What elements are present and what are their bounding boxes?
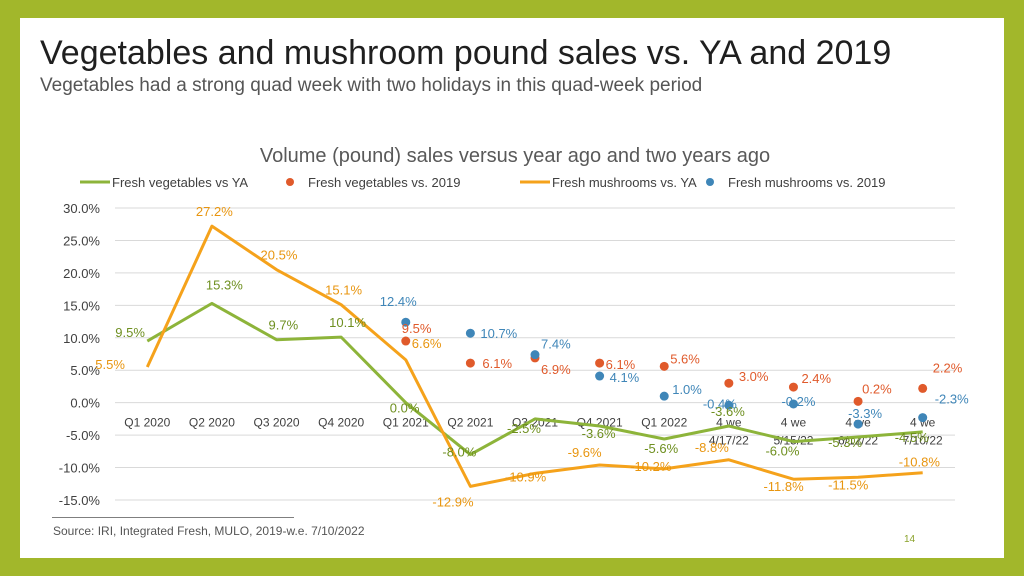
data-label: 10.7% xyxy=(480,326,517,341)
data-point xyxy=(595,371,605,381)
legend-label: Fresh vegetables vs YA xyxy=(112,175,248,190)
data-point xyxy=(788,399,798,409)
data-label: 6.6% xyxy=(412,336,442,351)
data-label: 9.5% xyxy=(402,321,432,336)
data-label: -0.4% xyxy=(703,396,737,411)
y-tick-label: 25.0% xyxy=(63,233,100,248)
data-label: -4.5% xyxy=(895,430,929,445)
data-label: 6.1% xyxy=(482,356,512,371)
page-number: 14 xyxy=(904,534,916,545)
data-point xyxy=(853,419,863,429)
data-point xyxy=(659,391,669,401)
data-label: 7.4% xyxy=(541,337,571,352)
slide-title: Vegetables and mushroom pound sales vs. … xyxy=(40,34,892,72)
data-label: 4.1% xyxy=(610,370,640,385)
data-point xyxy=(401,336,411,346)
data-label: -3.3% xyxy=(848,406,882,421)
data-point xyxy=(530,350,540,360)
data-label: -9.6% xyxy=(568,445,602,460)
data-point xyxy=(918,383,928,393)
data-label: 15.1% xyxy=(325,283,362,298)
y-tick-label: 30.0% xyxy=(63,201,100,216)
series-line xyxy=(146,301,923,457)
data-label: 27.2% xyxy=(196,204,233,219)
x-tick-label: 7/10/22 xyxy=(903,434,943,448)
source-note: Source: IRI, Integrated Fresh, MULO, 201… xyxy=(53,524,365,538)
data-label: 12.4% xyxy=(380,294,417,309)
x-tick-label: Q1 2022 xyxy=(641,416,687,430)
data-label: 2.2% xyxy=(933,360,963,375)
data-point xyxy=(465,358,475,368)
x-tick-label: Q1 2020 xyxy=(124,416,170,430)
x-tick-label: 4/17/22 xyxy=(709,434,749,448)
series-line xyxy=(145,224,923,488)
data-label: 0.2% xyxy=(862,381,892,396)
data-label: 9.7% xyxy=(269,318,299,333)
y-tick-label: 15.0% xyxy=(63,298,100,313)
data-label: -3.6% xyxy=(582,426,616,441)
data-label: -5.6% xyxy=(644,441,678,456)
slide-subtitle: Vegetables had a strong quad week with t… xyxy=(40,75,703,96)
x-tick-label: 4 we xyxy=(781,416,807,430)
data-point xyxy=(724,400,734,410)
y-tick-label: -5.0% xyxy=(66,428,100,443)
legend-dot-swatch xyxy=(286,178,294,186)
data-label: 15.3% xyxy=(206,277,243,292)
data-label: -10.8% xyxy=(899,455,941,470)
data-label: -8.0% xyxy=(442,445,476,460)
data-label: -2.3% xyxy=(935,392,969,407)
slide: Vegetables and mushroom pound sales vs. … xyxy=(20,18,1004,558)
data-label: -3.6% xyxy=(711,404,745,419)
y-tick-label: -15.0% xyxy=(59,493,101,508)
data-point xyxy=(595,358,605,368)
chart-title: Volume (pound) sales versus year ago and… xyxy=(260,145,770,167)
data-label: -6.0% xyxy=(765,444,799,459)
legend-dot-swatch xyxy=(706,178,714,186)
data-point xyxy=(788,382,798,392)
data-label: 9.5% xyxy=(115,325,145,340)
footer-divider xyxy=(52,517,294,518)
data-label: 0.0% xyxy=(390,401,420,416)
data-label: -12.9% xyxy=(432,494,474,509)
x-tick-label: Q2 2021 xyxy=(447,416,493,430)
data-label: 5.6% xyxy=(670,351,700,366)
x-tick-label: 4 we xyxy=(910,416,936,430)
x-tick-label: Q2 2020 xyxy=(189,416,235,430)
y-tick-label: 20.0% xyxy=(63,266,100,281)
data-label: -11.5% xyxy=(828,477,869,492)
data-label: -8.8% xyxy=(695,440,729,455)
data-label: -5.3% xyxy=(828,435,862,450)
data-label: -10.9% xyxy=(505,469,547,484)
y-tick-label: 10.0% xyxy=(63,331,100,346)
data-point xyxy=(918,413,928,423)
y-tick-label: 5.0% xyxy=(70,363,100,378)
legend-label: Fresh mushrooms vs. YA xyxy=(552,175,697,190)
data-label: -2.5% xyxy=(507,421,541,436)
legend-label: Fresh vegetables vs. 2019 xyxy=(308,175,460,190)
data-label: 6.9% xyxy=(541,362,571,377)
legend-label: Fresh mushrooms vs. 2019 xyxy=(728,175,886,190)
line-chart: Volume (pound) sales versus year ago and… xyxy=(59,145,969,509)
y-tick-label: 0.0% xyxy=(70,396,100,411)
data-label: 6.1% xyxy=(606,357,636,372)
data-point xyxy=(465,328,475,338)
data-label: -0.2% xyxy=(781,394,815,409)
data-label: -11.8% xyxy=(763,479,804,494)
data-label: 2.4% xyxy=(801,371,831,386)
data-label: 20.5% xyxy=(261,248,298,263)
data-label: 10.1% xyxy=(329,315,366,330)
data-point xyxy=(724,378,734,388)
data-label: 3.0% xyxy=(739,369,769,384)
data-label: 1.0% xyxy=(672,382,702,397)
x-tick-label: Q4 2020 xyxy=(318,416,364,430)
data-point xyxy=(401,317,411,327)
data-point xyxy=(659,361,669,371)
x-tick-label: Q1 2021 xyxy=(383,416,429,430)
data-point xyxy=(853,396,863,406)
x-tick-label: Q3 2020 xyxy=(254,416,300,430)
y-tick-label: -10.0% xyxy=(59,461,101,476)
data-label: -10.2% xyxy=(630,459,672,474)
data-label: 5.5% xyxy=(95,357,125,372)
